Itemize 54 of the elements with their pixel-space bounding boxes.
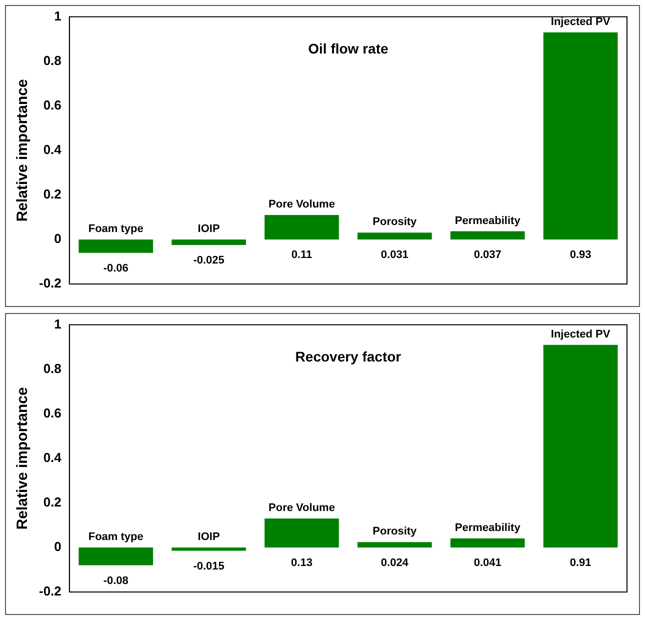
category-label: Permeability bbox=[454, 214, 520, 227]
bar bbox=[543, 32, 618, 240]
data-label: 0.031 bbox=[380, 249, 408, 261]
category-label: Porosity bbox=[372, 526, 417, 538]
category-label: IOIP bbox=[198, 223, 220, 235]
bar bbox=[543, 344, 618, 548]
text: Recovery factor bbox=[295, 348, 402, 365]
y-tick-label: 0.2 bbox=[43, 186, 62, 202]
bar bbox=[172, 239, 246, 246]
y-tick-label: -0.2 bbox=[38, 584, 62, 599]
y-tick-label: 0.4 bbox=[43, 142, 62, 157]
y-tick-label: 0 bbox=[54, 231, 62, 246]
data-label: 0.024 bbox=[380, 557, 410, 569]
y-tick-label: 0.8 bbox=[43, 52, 62, 68]
category-label: Injected PV bbox=[550, 16, 610, 28]
data-label: -0.025 bbox=[193, 254, 224, 267]
y-tick-label: 0.8 bbox=[43, 360, 62, 376]
y-tick-label: 0.4 bbox=[43, 450, 62, 465]
bar bbox=[264, 214, 339, 240]
data-label: 0.91 bbox=[570, 557, 592, 569]
bar bbox=[172, 547, 246, 551]
text: Oil flow rate bbox=[308, 40, 388, 57]
category-label: Pore Volume bbox=[268, 502, 335, 514]
category-label: Pore Volume bbox=[268, 198, 335, 211]
bar bbox=[450, 231, 525, 240]
y-tick-label: -0.2 bbox=[38, 276, 62, 291]
data-label: 0.13 bbox=[291, 557, 312, 569]
data-label: 0.93 bbox=[570, 249, 592, 261]
category-label: Foam type bbox=[88, 223, 144, 235]
y-tick-label: 1 bbox=[54, 316, 62, 332]
bar bbox=[357, 542, 432, 548]
bar bbox=[78, 239, 154, 253]
category-label: Foam type bbox=[88, 531, 144, 543]
data-label: -0.015 bbox=[193, 560, 224, 572]
bar bbox=[78, 547, 154, 566]
y-tick-label: 0.2 bbox=[43, 494, 62, 510]
bar bbox=[264, 518, 339, 548]
y-axis-title: Relative importance bbox=[14, 387, 32, 530]
bar bbox=[357, 232, 432, 240]
category-label: Injected PV bbox=[550, 328, 610, 340]
y-tick-label: 0 bbox=[54, 539, 62, 554]
category-label: IOIP bbox=[198, 531, 220, 543]
data-label: 0.041 bbox=[474, 557, 502, 569]
y-tick-label: 0.6 bbox=[43, 97, 62, 112]
y-tick-label: 0.6 bbox=[43, 405, 62, 420]
data-label: -0.08 bbox=[103, 574, 128, 587]
y-tick-label: 1 bbox=[54, 8, 62, 24]
data-label: 0.037 bbox=[474, 249, 502, 261]
y-axis-title: Relative importance bbox=[14, 79, 32, 222]
data-label: 0.11 bbox=[291, 249, 312, 261]
data-label: -0.06 bbox=[103, 262, 128, 274]
bar bbox=[450, 538, 525, 548]
category-label: Permeability bbox=[454, 522, 520, 534]
category-label: Porosity bbox=[372, 216, 417, 228]
